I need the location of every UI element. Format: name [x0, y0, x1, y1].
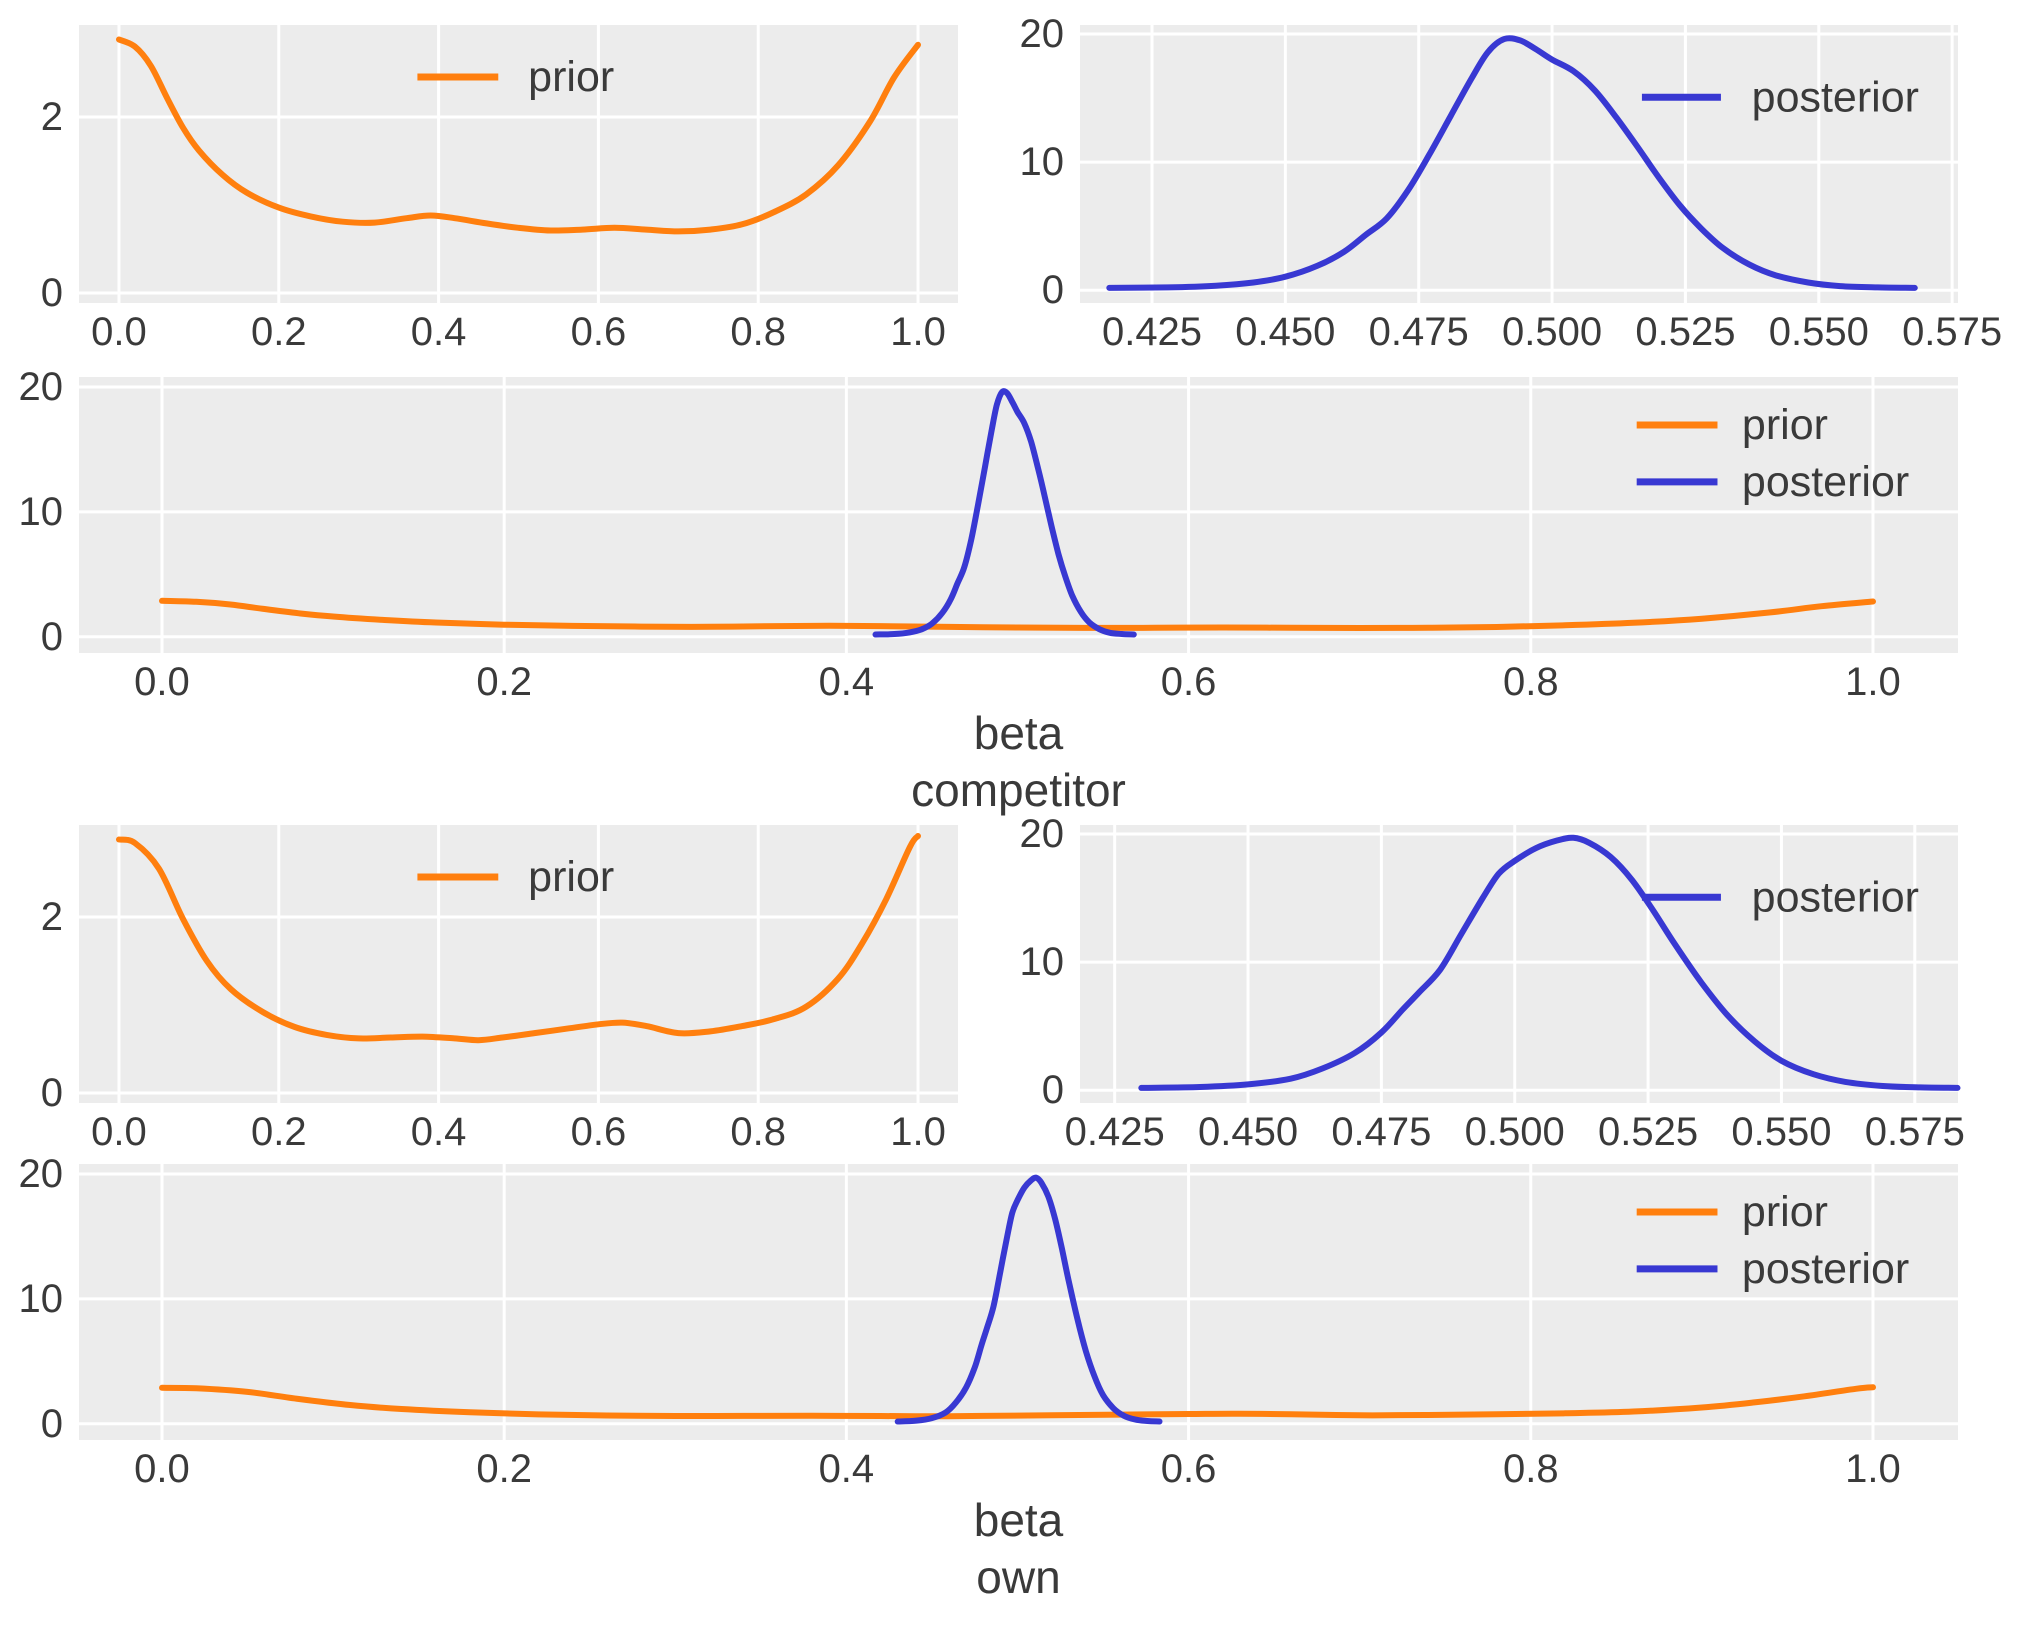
combined-own-x-tick-label: 1.0 [1845, 1447, 1901, 1491]
x-axis-label-competitor: beta competitor [79, 705, 1958, 819]
prior-own-small-x-tick-label: 1.0 [890, 1110, 946, 1154]
posterior-competitor-line [872, 388, 1137, 638]
posterior-own-small-x-tick-label: 0.475 [1331, 1110, 1431, 1154]
combined-competitor-legend-label-posterior: posterior [1742, 458, 1909, 506]
prior-own-small-legend-label-prior: prior [528, 853, 614, 901]
posterior-own-small-y-tick-label: 0 [1042, 1068, 1064, 1112]
combined-own-x-tick-label: 0.6 [1161, 1447, 1217, 1491]
posterior-own-line [894, 1174, 1163, 1425]
combined-competitor-x-tick-label: 0.4 [819, 660, 875, 704]
combined-competitor-y-tick-label: 0 [41, 615, 63, 659]
posterior-competitor-small-x-tick-label: 0.525 [1635, 310, 1735, 354]
posterior-competitor-small-y-tick-label: 20 [1020, 12, 1065, 56]
posterior-own-small-panel [1080, 825, 1958, 1103]
combined-own-panel [79, 1164, 1958, 1440]
posterior-competitor-small-panel [1080, 25, 1958, 303]
posterior-competitor-small-y-tick-label: 10 [1020, 140, 1065, 184]
posterior-competitor-small-x-tick-label: 0.500 [1502, 310, 1602, 354]
combined-competitor-x-tick-label: 0.0 [134, 660, 190, 704]
x-axis-label-own-line1: beta [973, 1494, 1064, 1546]
combined-own-x-tick-label: 0.4 [819, 1447, 875, 1491]
prior-competitor-small-x-tick-label: 0.0 [91, 310, 147, 354]
prior-own-line [159, 1384, 1876, 1420]
posterior-competitor-small-legend-label-posterior: posterior [1752, 73, 1919, 121]
combined-own-y-tick-label: 0 [41, 1402, 63, 1446]
posterior-competitor-small-x-tick-label: 0.425 [1102, 310, 1202, 354]
prior-own-small-x-tick-label: 0.2 [251, 1110, 307, 1154]
x-axis-label-own: beta own [79, 1492, 1958, 1606]
prior-competitor-line [116, 36, 921, 235]
combined-competitor-x-tick-label: 0.8 [1503, 660, 1559, 704]
prior-own-line [116, 833, 921, 1044]
combined-own-x-tick-label: 0.8 [1503, 1447, 1559, 1491]
posterior-own-line [1138, 834, 1961, 1091]
posterior-own-small-x-tick-label: 0.450 [1198, 1110, 1298, 1154]
prior-competitor-small-y-tick-label: 2 [41, 95, 63, 139]
combined-own-legend-label-prior: prior [1742, 1188, 1828, 1236]
posterior-competitor-small-x-tick-label: 0.575 [1902, 310, 2002, 354]
posterior-competitor-line [1106, 35, 1918, 291]
posterior-own-small-x-tick-label: 0.525 [1598, 1110, 1698, 1154]
combined-own-x-tick-label: 0.0 [134, 1447, 190, 1491]
prior-own-small-x-tick-label: 0.0 [91, 1110, 147, 1154]
posterior-own-small-x-tick-label: 0.425 [1065, 1110, 1165, 1154]
combined-competitor-y-tick-label: 20 [19, 365, 64, 409]
prior-competitor-small-x-tick-label: 0.2 [251, 310, 307, 354]
prior-competitor-small-legend-label-prior: prior [528, 53, 614, 101]
prior-competitor-small-x-tick-label: 0.8 [730, 310, 786, 354]
x-axis-label-competitor-line2: competitor [911, 764, 1126, 816]
posterior-own-small-y-tick-label: 20 [1020, 812, 1065, 856]
combined-competitor-x-tick-label: 0.6 [1161, 660, 1217, 704]
prior-own-small-y-tick-label: 0 [41, 1071, 63, 1115]
posterior-own-small-x-tick-label: 0.550 [1731, 1110, 1831, 1154]
combined-own-x-tick-label: 0.2 [476, 1447, 532, 1491]
posterior-competitor-small-x-tick-label: 0.550 [1769, 310, 1869, 354]
prior-competitor-small-x-tick-label: 1.0 [890, 310, 946, 354]
prior-own-small-x-tick-label: 0.6 [571, 1110, 627, 1154]
posterior-own-small-legend-label-posterior: posterior [1752, 873, 1919, 921]
combined-competitor-x-tick-label: 1.0 [1845, 660, 1901, 704]
prior-competitor-small-x-tick-label: 0.6 [571, 310, 627, 354]
combined-own-y-tick-label: 20 [19, 1152, 64, 1196]
combined-competitor-x-tick-label: 0.2 [476, 660, 532, 704]
prior-competitor-small-panel [79, 25, 958, 303]
prior-own-small-panel [79, 825, 958, 1103]
combined-own-y-tick-label: 10 [19, 1277, 64, 1321]
posterior-own-small-x-tick-label: 0.575 [1865, 1110, 1965, 1154]
posterior-own-small-y-tick-label: 10 [1020, 940, 1065, 984]
combined-own-legend-label-posterior: posterior [1742, 1245, 1909, 1293]
posterior-competitor-small-x-tick-label: 0.450 [1235, 310, 1335, 354]
prior-own-small-x-tick-label: 0.4 [411, 1110, 467, 1154]
posterior-own-small-x-tick-label: 0.500 [1465, 1110, 1565, 1154]
combined-competitor-legend-label-prior: prior [1742, 401, 1828, 449]
posterior-competitor-small-y-tick-label: 0 [1042, 268, 1064, 312]
x-axis-label-competitor-line1: beta [973, 707, 1064, 759]
prior-competitor-small-x-tick-label: 0.4 [411, 310, 467, 354]
prior-competitor-line [159, 597, 1876, 631]
x-axis-label-own-line2: own [976, 1551, 1061, 1603]
prior-own-small-y-tick-label: 2 [41, 895, 63, 939]
posterior-competitor-small-x-tick-label: 0.475 [1369, 310, 1469, 354]
combined-competitor-y-tick-label: 10 [19, 490, 64, 534]
prior-own-small-x-tick-label: 0.8 [730, 1110, 786, 1154]
prior-competitor-small-y-tick-label: 0 [41, 271, 63, 315]
